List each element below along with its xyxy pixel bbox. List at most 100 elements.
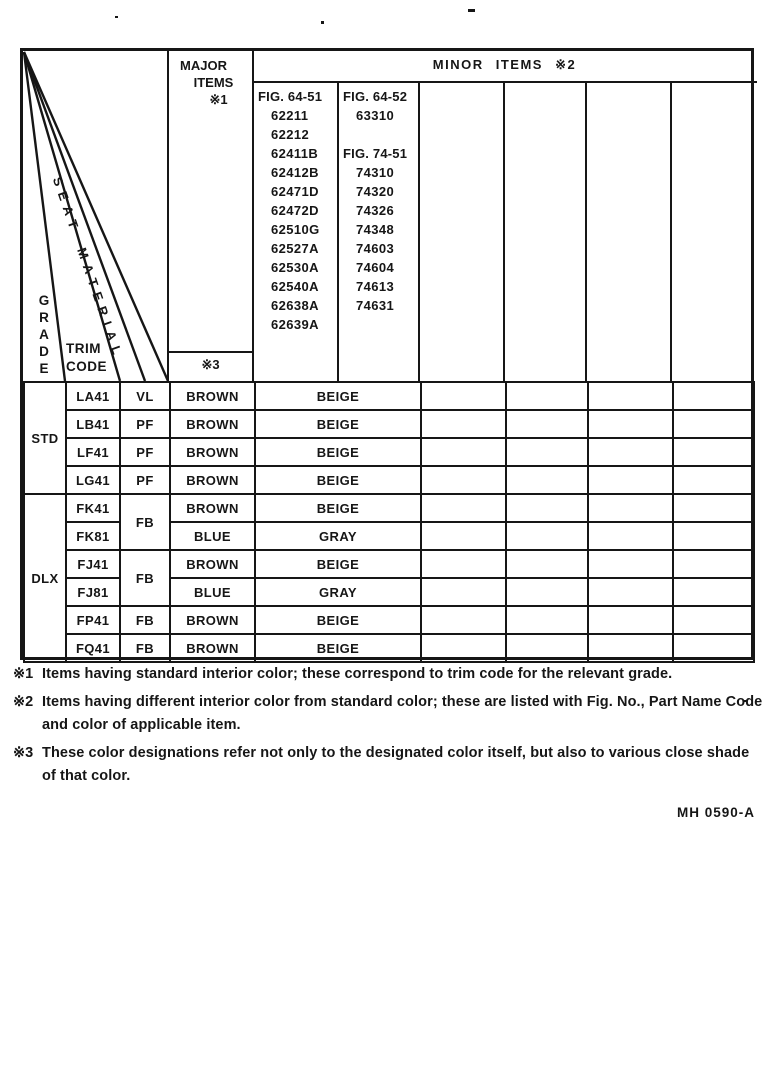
grid-line [167,51,169,381]
table-row: FP41 FB BROWN BEIGE [24,605,755,635]
empty-cell [420,465,507,495]
table-row: LB41 PF BROWN BEIGE [24,409,755,439]
footnote-mark: ※2 [13,694,34,710]
footnote-text: Items having standard interior color; th… [42,666,673,682]
scan-speck [115,16,118,18]
part-number: 62527A [271,241,319,256]
table-row: LG41 PF BROWN BEIGE [24,465,755,495]
empty-cell [672,633,755,663]
major-color-cell: BLUE [169,577,256,607]
major-footnote-mark: ※3 [201,357,220,372]
empty-cell [420,521,507,551]
minor-color-cell: BEIGE [254,381,422,411]
empty-cell [505,521,589,551]
part-number: 62510G [271,222,320,237]
grid-line [337,81,339,381]
major-color-cell: BROWN [169,409,256,439]
major-color-cell: BROWN [169,549,256,579]
minor-color-cell: GRAY [254,577,422,607]
trim-code-cell: LB41 [65,409,121,439]
empty-cell [587,521,674,551]
part-number: 62540A [271,279,319,294]
scan-speck [744,700,747,702]
empty-cell [420,577,507,607]
empty-cell [505,605,589,635]
part-number: 74326 [356,203,395,218]
empty-cell [420,549,507,579]
trim-code-cell: FJ41 [65,549,121,579]
part-number: 63310 [356,108,395,123]
minor-color-cell: BEIGE [254,493,422,523]
empty-cell [672,605,755,635]
empty-cell [672,577,755,607]
trim-code-cell: LF41 [65,437,121,467]
trim-code-cell: LA41 [65,381,121,411]
table-row: LF41 PF BROWN BEIGE [24,437,755,467]
table-row: FJ81 BLUE GRAY [24,577,755,607]
empty-cell [420,633,507,663]
trim-code-cell: FK81 [65,521,121,551]
empty-cell [587,633,674,663]
minor-items-header: MINOR ITEMS ※2 [432,57,577,72]
part-number: 74310 [356,165,395,180]
empty-cell [420,409,507,439]
seat-material-cell: FB [119,605,171,635]
minor-color-cell: BEIGE [254,465,422,495]
table-row: FK81 BLUE GRAY [24,521,755,551]
doc-number-stamp: MH 0590-A [676,805,755,820]
empty-cell [505,409,589,439]
trim-code-axis-label: TRIM CODE [66,341,108,374]
table-row: FQ41 FB BROWN BEIGE [24,633,755,663]
trim-color-grid: STD LA41 VL BROWN BEIGE LB41 PF BROWN BEIGE LF41 P… [23,381,755,663]
empty-cell [672,549,755,579]
table-row: FJ41 FB BROWN BEIGE [24,549,755,607]
major-items-mark: ※1 [209,92,228,107]
major-color-cell: BROWN [169,465,256,495]
footnotes: ※1 Items having standard interior color; … [13,663,763,793]
empty-cell [672,493,755,523]
table-row: STD LA41 VL BROWN BEIGE [23,381,755,495]
major-color-cell: BROWN [169,633,256,663]
fig-list-64-51: FIG. 64-51 62211 62212 62411B 62412B 62471D 62… [255,87,335,334]
part-number: 62412B [271,165,319,180]
empty-cell [505,577,589,607]
part-number: 62471D [271,184,319,199]
minor-color-cell: GRAY [254,521,422,551]
major-color-cell: BROWN [169,381,256,411]
fig-ref: FIG. 74-51 [343,146,408,161]
minor-color-cell: BEIGE [254,605,422,635]
footnote-mark: ※1 [13,666,34,682]
empty-cell [672,381,755,411]
empty-cell [420,437,507,467]
empty-cell [587,409,674,439]
scan-speck [321,21,324,24]
major-items-header: MAJOR ITEMS ※1 [169,57,252,108]
trim-code-cell: FK41 [65,493,121,523]
footnote: ※1 Items having standard interior color; … [13,663,763,686]
part-number: 74631 [356,298,395,313]
footnote: ※2 Items having different interior color … [13,691,763,737]
seat-material-cell: FB [119,633,171,663]
empty-cell [587,577,674,607]
fig-ref: FIG. 64-52 [343,89,408,104]
grid-line [252,51,254,381]
trim-code-cell: LG41 [65,465,121,495]
grid-line [670,81,672,381]
grade-letter: G [38,293,50,308]
part-number: 74603 [356,241,395,256]
empty-cell [587,549,674,579]
trim-code-cell: FP41 [65,605,121,635]
empty-cell [505,633,589,663]
part-number: 62530A [271,260,319,275]
diagonal-divider-lines [23,51,169,381]
minor-color-cell: BEIGE [254,409,422,439]
minor-color-cell: BEIGE [254,633,422,663]
trim-code-cell: FJ81 [65,577,121,607]
footnote-text: These color designations refer not only … [42,745,750,784]
minor-color-cell: BEIGE [254,549,422,579]
part-number: 62212 [271,127,310,142]
body-rows: STD LA41 VL BROWN BEIGE LB41 PF BROWN BEIGE LF41 P… [23,381,755,663]
major-items-line: MAJOR [180,58,227,73]
